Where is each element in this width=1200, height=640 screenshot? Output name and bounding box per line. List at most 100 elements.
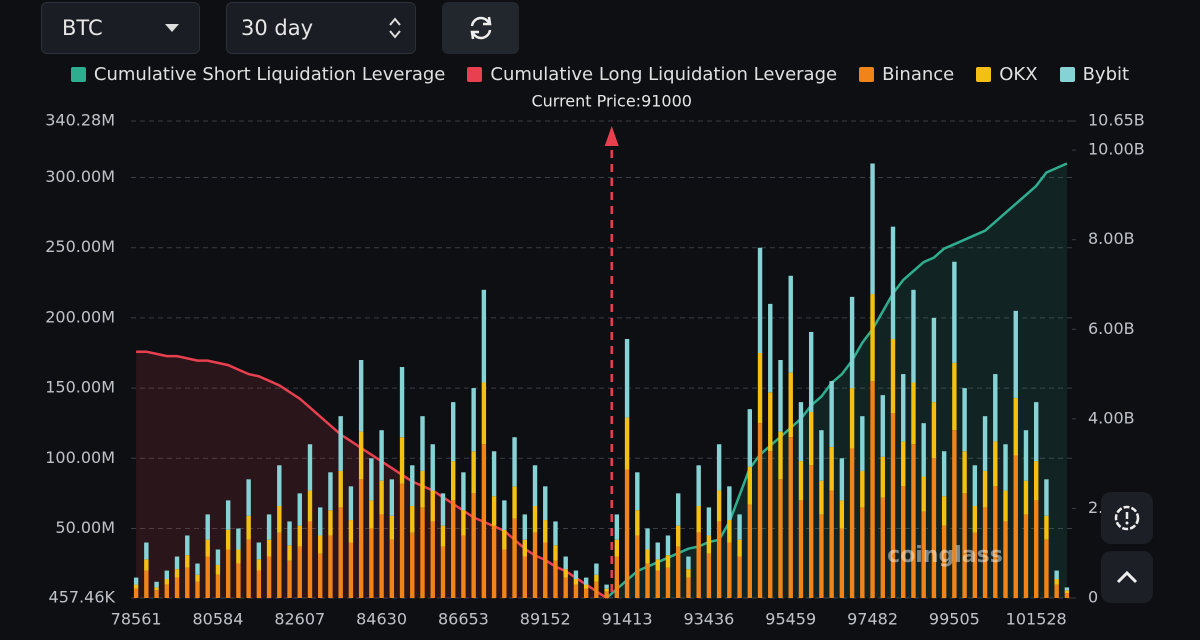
bar-segment	[225, 500, 231, 530]
bar-segment	[338, 470, 343, 508]
bar-segment	[583, 588, 589, 598]
bar-segment	[849, 296, 855, 389]
bar-segment	[860, 416, 865, 471]
legend-item[interactable]: Bybit	[1059, 64, 1129, 85]
bar-segment	[962, 451, 967, 494]
bar-segment	[860, 470, 865, 508]
bar-segment	[890, 413, 896, 598]
period-select[interactable]: 30 day	[226, 2, 416, 54]
bar-segment	[256, 570, 262, 598]
bar-segment	[1044, 539, 1049, 598]
bar-segment	[358, 479, 364, 598]
bar-segment	[328, 535, 333, 598]
bar-segment	[481, 289, 487, 383]
x-tick-label: 80584	[192, 610, 243, 629]
bar-segment	[901, 441, 906, 487]
bar-segment	[164, 570, 169, 579]
bar-segment	[716, 444, 722, 491]
bar-segment	[982, 470, 988, 508]
refresh-button[interactable]	[442, 2, 519, 54]
bar-segment	[512, 437, 517, 487]
bar-segment	[849, 388, 855, 449]
bar-segment	[144, 570, 149, 598]
bar-segment	[461, 535, 466, 598]
bar-segment	[993, 374, 998, 442]
bar-segment	[266, 514, 272, 540]
bar-segment	[962, 493, 967, 598]
bar-segment	[522, 514, 527, 540]
bar-segment	[798, 500, 804, 598]
legend-swatch	[1059, 67, 1075, 82]
bar-segment	[532, 532, 538, 598]
bar-segment	[635, 472, 640, 511]
legend-item[interactable]: OKX	[976, 64, 1038, 85]
bar-segment	[778, 431, 783, 480]
bar-segment	[880, 497, 885, 598]
legend-swatch	[467, 67, 483, 82]
bar-segment	[185, 535, 190, 556]
refresh-icon	[470, 16, 491, 40]
bar-segment	[399, 483, 405, 598]
bar-segment	[307, 490, 313, 522]
x-tick-label: 101528	[1006, 610, 1067, 629]
bar-segment	[665, 567, 671, 598]
bar-segment	[931, 402, 937, 459]
bar-segment	[931, 458, 937, 598]
bar-segment	[972, 465, 978, 506]
bar-segment	[205, 514, 210, 540]
legend-item[interactable]: Cumulative Long Liquidation Leverage	[467, 64, 837, 85]
symbol-select[interactable]: BTC	[41, 2, 200, 54]
bar-segment	[594, 574, 599, 582]
bar-segment	[819, 430, 824, 481]
x-tick-label: 84630	[356, 610, 407, 629]
bar-segment	[921, 511, 926, 598]
bar-segment	[379, 514, 384, 598]
legend-label: Cumulative Short Liquidation Leverage	[93, 64, 446, 85]
bar-segment	[788, 275, 793, 373]
bar-segment	[931, 317, 937, 403]
bar-segment	[716, 521, 722, 598]
legend-item[interactable]: Binance	[859, 64, 954, 85]
bar-segment	[676, 525, 681, 547]
bar-segment	[236, 563, 241, 598]
bar-segment	[788, 437, 793, 598]
bar-segment	[952, 261, 957, 363]
bar-segment	[328, 510, 333, 536]
bar-segment	[236, 549, 241, 564]
bar-segment	[839, 500, 845, 529]
bar-segment	[696, 532, 701, 598]
bar-segment	[256, 542, 262, 560]
bar-segment	[410, 465, 415, 506]
bar-segment	[941, 496, 947, 526]
bar-segment	[901, 486, 906, 598]
bar-segment	[624, 417, 630, 470]
bar-segment	[676, 546, 681, 598]
y-tick-label: 50.00M	[55, 518, 115, 537]
bar-segment	[768, 451, 773, 598]
bar-segment	[1034, 500, 1039, 598]
bar-segment	[215, 574, 221, 598]
bar-segment	[174, 577, 180, 598]
bar-segment	[747, 504, 753, 598]
bar-segment	[358, 431, 364, 480]
settings-button[interactable]	[1101, 492, 1153, 544]
bar-segment	[338, 416, 343, 471]
bar-segment	[287, 521, 292, 546]
y2-tick-label: 4.00B	[1088, 408, 1135, 427]
bar-segment	[195, 574, 200, 582]
bar-segment	[737, 539, 742, 557]
bar-segment	[318, 535, 323, 554]
bar-segment	[563, 577, 568, 598]
bar-segment	[829, 490, 834, 598]
bar-segment	[573, 584, 579, 598]
scroll-top-button[interactable]	[1101, 551, 1153, 603]
legend-item[interactable]: Cumulative Short Liquidation Leverage	[70, 64, 446, 85]
legend-label: OKX	[999, 64, 1038, 85]
bar-segment	[819, 514, 824, 598]
y2-tick-label: 8.00B	[1088, 229, 1135, 248]
bar-segment	[532, 465, 538, 506]
bar-segment	[819, 480, 824, 515]
bar-segment	[1054, 584, 1059, 598]
current-price-label: Current Price:91000	[531, 92, 692, 111]
